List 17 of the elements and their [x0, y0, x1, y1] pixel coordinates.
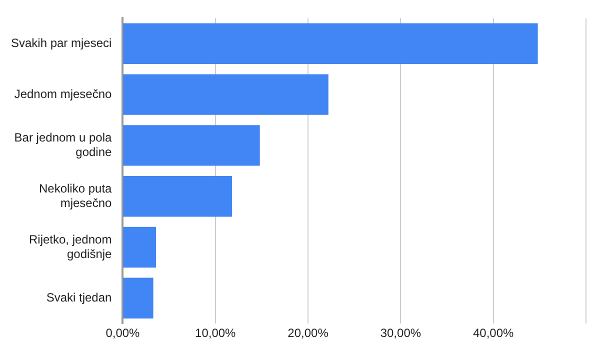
y-tick-label: Svaki tjedan	[46, 290, 112, 304]
y-tick-label: Bar jednom u pola godine	[14, 130, 112, 159]
x-tick-label: 0,00%	[106, 326, 140, 340]
bar	[123, 226, 156, 268]
bar	[123, 125, 260, 166]
bar	[123, 23, 538, 64]
y-tick-label: Rijetko, jednom godišnje	[28, 232, 112, 261]
y-tick-label: Svakih par mjeseci	[10, 36, 112, 50]
x-tick-label: 40,00%	[472, 326, 514, 340]
x-tick-label: 20,00%	[288, 326, 329, 340]
x-tick-label: 10,00%	[195, 326, 236, 340]
bar	[123, 278, 154, 319]
y-tick-label: Nekoliko puta mjesečno	[38, 181, 112, 210]
bar	[123, 74, 328, 115]
bar	[123, 176, 232, 217]
x-tick-label: 30,00%	[380, 326, 422, 340]
y-tick-label: Jednom mjesečno	[14, 86, 112, 101]
